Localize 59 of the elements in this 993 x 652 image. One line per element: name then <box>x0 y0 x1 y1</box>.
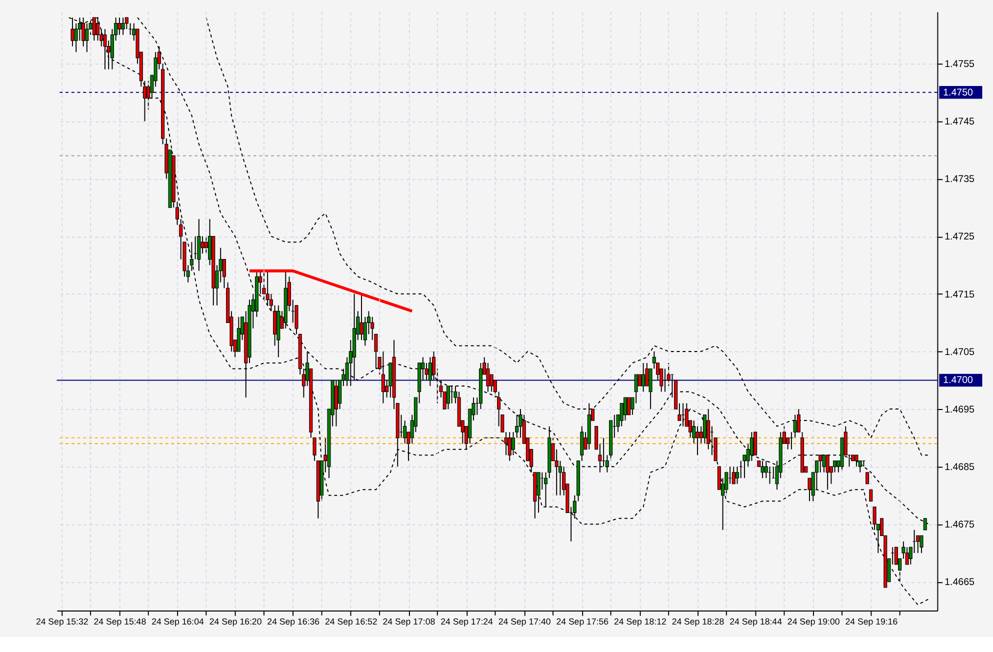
candlestick <box>866 472 870 484</box>
candlestick <box>760 460 764 479</box>
x-tick-label: 24 Sep 19:00 <box>787 616 840 627</box>
candlestick <box>696 426 700 456</box>
y-tick-label: 1.4695 <box>944 404 976 416</box>
x-tick-label: 24 Sep 15:48 <box>94 616 146 627</box>
candlestick <box>869 489 873 502</box>
candlestick <box>732 466 736 484</box>
candlestick <box>118 17 122 36</box>
candlestick <box>822 454 826 473</box>
candlestick <box>381 350 385 404</box>
candlestick <box>872 506 876 530</box>
candlestick <box>446 386 450 410</box>
candlestick <box>197 218 201 272</box>
candlestick <box>121 17 125 36</box>
y-tick-label: 1.4735 <box>944 174 976 186</box>
y-tick-label: 1.4755 <box>944 59 976 70</box>
x-tick-label: 24 Sep 19:16 <box>845 616 898 627</box>
x-tick-label: 24 Sep 16:36 <box>267 616 320 627</box>
candlestick <box>623 397 628 422</box>
candlestick <box>486 362 490 392</box>
y-tick-label: 1.4725 <box>944 232 976 243</box>
y-tick-label: 1.4705 <box>944 346 976 358</box>
x-tick-label: 24 Sep 18:12 <box>614 616 666 627</box>
candlestick <box>854 454 858 468</box>
x-tick-label: 24 Sep 17:24 <box>440 616 494 627</box>
y-tick-label: 1.4685 <box>944 462 976 474</box>
candlestick <box>648 368 652 410</box>
y-tick-label: 1.4715 <box>944 289 976 300</box>
y-tick-label: 1.4745 <box>944 116 976 128</box>
candlestick <box>544 472 548 508</box>
x-tick-label: 24 Sep 18:28 <box>672 616 724 627</box>
x-tick-label: 24 Sep 18:44 <box>730 616 782 627</box>
candlestick <box>334 380 338 427</box>
y-tick-label: 1.4675 <box>944 520 976 531</box>
candlestick <box>627 397 631 416</box>
candlestick <box>818 454 822 473</box>
candlestick <box>826 454 830 490</box>
x-tick-label: 24 Sep 17:56 <box>556 616 609 627</box>
x-tick-label: 24 Sep 16:20 <box>209 616 262 627</box>
ref-line-label: 1.4700 <box>943 375 974 386</box>
candlestick <box>273 304 277 346</box>
candlestick <box>536 472 540 514</box>
candlestick <box>833 460 837 473</box>
x-tick-label: 24 Sep 16:52 <box>324 616 378 627</box>
candlestick <box>360 293 364 340</box>
x-tick-label: 24 Sep 17:08 <box>382 616 436 627</box>
y-tick-label: 1.4665 <box>944 577 976 588</box>
candlestick <box>236 316 240 352</box>
candlestick <box>642 362 646 392</box>
x-tick-label: 24 Sep 17:40 <box>498 616 551 627</box>
x-tick-label: 24 Sep 15:32 <box>36 616 88 627</box>
candlestick <box>508 432 512 462</box>
candlestick <box>142 80 146 122</box>
candlestick <box>920 535 924 554</box>
x-tick-label: 24 Sep 16:04 <box>152 616 204 627</box>
ref-line-label: 1.4750 <box>943 87 974 98</box>
candlestick <box>103 28 107 70</box>
candlestick <box>85 22 89 53</box>
